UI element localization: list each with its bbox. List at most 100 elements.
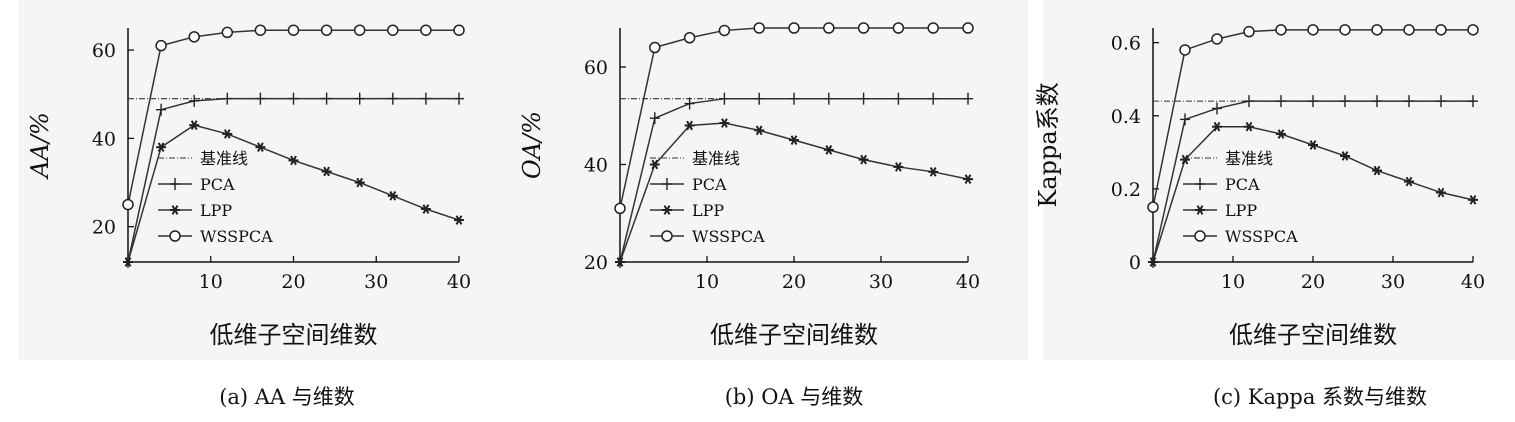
data-point-star-arm xyxy=(223,129,231,139)
x-tick-label: 30 xyxy=(364,271,388,293)
data-point-circle xyxy=(1243,25,1255,38)
data-point-plus xyxy=(1340,95,1350,108)
y-axis-label: Kappa系数 xyxy=(1034,82,1062,207)
data-point-star-arm xyxy=(1405,176,1413,187)
data-point-star xyxy=(789,135,799,145)
data-point-circle xyxy=(892,22,905,34)
data-point-circle xyxy=(287,24,300,36)
x-axis-label: 低维子空间维数 xyxy=(710,321,878,349)
data-point-plus xyxy=(1308,95,1318,108)
data-point-star-arm xyxy=(290,155,297,166)
data-point-plus xyxy=(420,92,431,105)
data-point-star-arm xyxy=(1245,121,1253,132)
legend-label: PCA xyxy=(1225,175,1260,194)
y-tick-label: 0.2 xyxy=(1111,179,1141,201)
data-point-star xyxy=(719,118,730,128)
data-point-plus xyxy=(1436,95,1446,108)
data-point-star xyxy=(1244,121,1254,132)
data-point-star xyxy=(1180,154,1190,165)
data-point-star-arm xyxy=(616,257,624,267)
data-point-star-arm xyxy=(755,125,763,136)
y-tick-label: 0.6 xyxy=(1111,33,1141,55)
data-point-circle xyxy=(649,41,661,54)
legend-marker xyxy=(170,178,180,190)
x-axis-label: 低维子空间维数 xyxy=(210,321,378,349)
data-point-circle xyxy=(788,22,800,34)
data-point-star xyxy=(222,129,233,139)
data-point-star-arm xyxy=(790,135,798,145)
data-point-circle xyxy=(1467,24,1479,36)
y-tick-label: 0.4 xyxy=(1111,106,1141,128)
data-point-star xyxy=(1340,151,1350,161)
data-point-star-arm xyxy=(686,120,693,131)
panel-oa: 20 40 60 10 20 30 40 OA/% 低维子空间维数 (b) OA 与维数 基准线 PC… xyxy=(510,0,1028,409)
figure-caption: (b) OA 与维数 xyxy=(725,385,864,409)
data-point-star xyxy=(420,204,431,214)
data-point-star-arm xyxy=(422,204,430,214)
x-tick-label: 40 xyxy=(1461,271,1485,293)
data-point-plus xyxy=(1212,102,1222,115)
data-point-star xyxy=(963,174,973,184)
y-tick-label: 60 xyxy=(92,40,116,62)
x-tick-label: 20 xyxy=(281,271,305,293)
data-point-star-arm xyxy=(1373,165,1381,176)
data-point-circle xyxy=(857,22,870,34)
data-point-plus xyxy=(963,92,973,105)
y-tick-label: 20 xyxy=(92,217,116,239)
data-point-star xyxy=(454,215,464,225)
data-point-circle xyxy=(614,202,626,215)
legend-marker xyxy=(169,230,181,242)
data-point-circle xyxy=(453,24,465,36)
data-point-plus xyxy=(1468,95,1478,108)
data-point-star-arm xyxy=(389,190,397,201)
data-point-plus xyxy=(1244,95,1254,108)
data-point-star-arm xyxy=(1149,257,1157,267)
data-point-plus xyxy=(1404,95,1414,108)
data-point-star xyxy=(858,154,869,165)
data-point-circle xyxy=(1339,24,1351,36)
data-point-plus xyxy=(823,92,834,105)
data-point-circle xyxy=(1211,33,1223,45)
y-axis-label: AA/% xyxy=(26,112,54,180)
data-point-star xyxy=(1468,195,1478,205)
data-point-plus xyxy=(754,92,765,105)
data-point-star xyxy=(823,145,834,155)
data-point-plus xyxy=(1372,95,1382,108)
data-point-star-arm xyxy=(323,166,330,177)
data-point-star xyxy=(288,155,299,166)
data-point-star xyxy=(754,125,765,136)
data-point-star xyxy=(123,257,133,267)
data-point-plus xyxy=(222,92,233,105)
legend-marker xyxy=(662,205,672,215)
legend-label: WSSPCA xyxy=(200,227,273,246)
data-point-star xyxy=(1148,257,1158,267)
data-point-star-arm xyxy=(651,159,659,170)
y-tick-label: 60 xyxy=(584,57,608,79)
y-tick-label: 0 xyxy=(1129,252,1141,274)
data-point-star-arm xyxy=(1309,140,1317,150)
data-point-plus xyxy=(454,92,464,105)
data-point-star xyxy=(321,166,332,177)
data-point-circle xyxy=(1147,201,1159,213)
data-point-star xyxy=(156,142,167,153)
data-point-star-arm xyxy=(895,162,902,172)
data-point-star-arm xyxy=(721,118,728,128)
legend-marker-arm xyxy=(171,205,179,215)
data-point-star-arm xyxy=(190,120,198,130)
data-point-plus xyxy=(1276,95,1286,108)
data-point-plus xyxy=(354,92,365,105)
x-tick-label: 40 xyxy=(956,271,980,293)
data-point-circle xyxy=(1275,24,1287,36)
panel-aa: 20 40 60 10 20 30 40 AA/% 低维子空间维数 (a) AA 与维数 基准线 PC… xyxy=(18,0,519,409)
data-point-star xyxy=(928,166,939,177)
x-tick-label: 20 xyxy=(782,271,806,293)
data-point-plus xyxy=(858,92,869,105)
legend-marker-arm xyxy=(1196,205,1204,215)
legend-label: PCA xyxy=(200,175,235,194)
legend-label: 基准线 xyxy=(1225,149,1273,168)
data-point-star xyxy=(1404,176,1414,187)
data-point-plus xyxy=(1180,113,1190,126)
data-point-star-arm xyxy=(860,154,867,165)
data-point-plus xyxy=(928,92,939,105)
